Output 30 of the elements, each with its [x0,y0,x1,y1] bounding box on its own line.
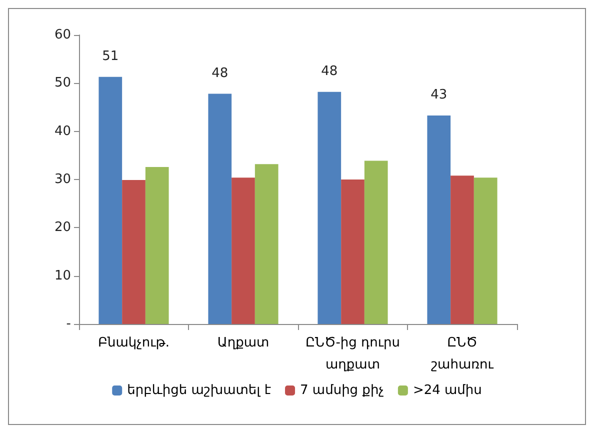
x-tick-label: Բնակչութ. [98,336,170,350]
data-label: 43 [430,87,448,102]
data-label: 48 [321,64,338,79]
x-tick-label: Աղքատ [217,336,270,350]
x-tick-label: ԸՆԾ-ից դուրս աղքատ [306,336,400,372]
bar [254,164,278,324]
legend-label: >24 ամիս [412,383,482,398]
bar [450,176,474,324]
y-tick-label: 40 [54,124,71,139]
bar [364,160,388,324]
legend-label: 7 ամսից քիչ [300,383,384,398]
bar [318,92,342,324]
legend-label: երբևիցե աշխատել է [127,383,272,398]
data-label: 48 [212,66,228,81]
x-tick-label: ԸՆԾ շահառու [431,336,494,372]
y-tick-label: 10 [54,268,71,284]
bar [341,180,364,324]
bar [208,94,232,324]
bar [122,180,146,324]
y-tick-label: 60 [54,28,71,42]
bar [232,178,255,324]
y-tick-label: 50 [54,76,71,91]
y-tick-label: 30 [54,172,71,187]
bar [98,76,122,324]
bar [474,178,498,324]
bar [427,115,451,324]
data-label: 51 [102,48,119,64]
bar [145,166,169,324]
y-tick-label: - [66,316,72,332]
y-tick-label: 20 [54,220,71,236]
